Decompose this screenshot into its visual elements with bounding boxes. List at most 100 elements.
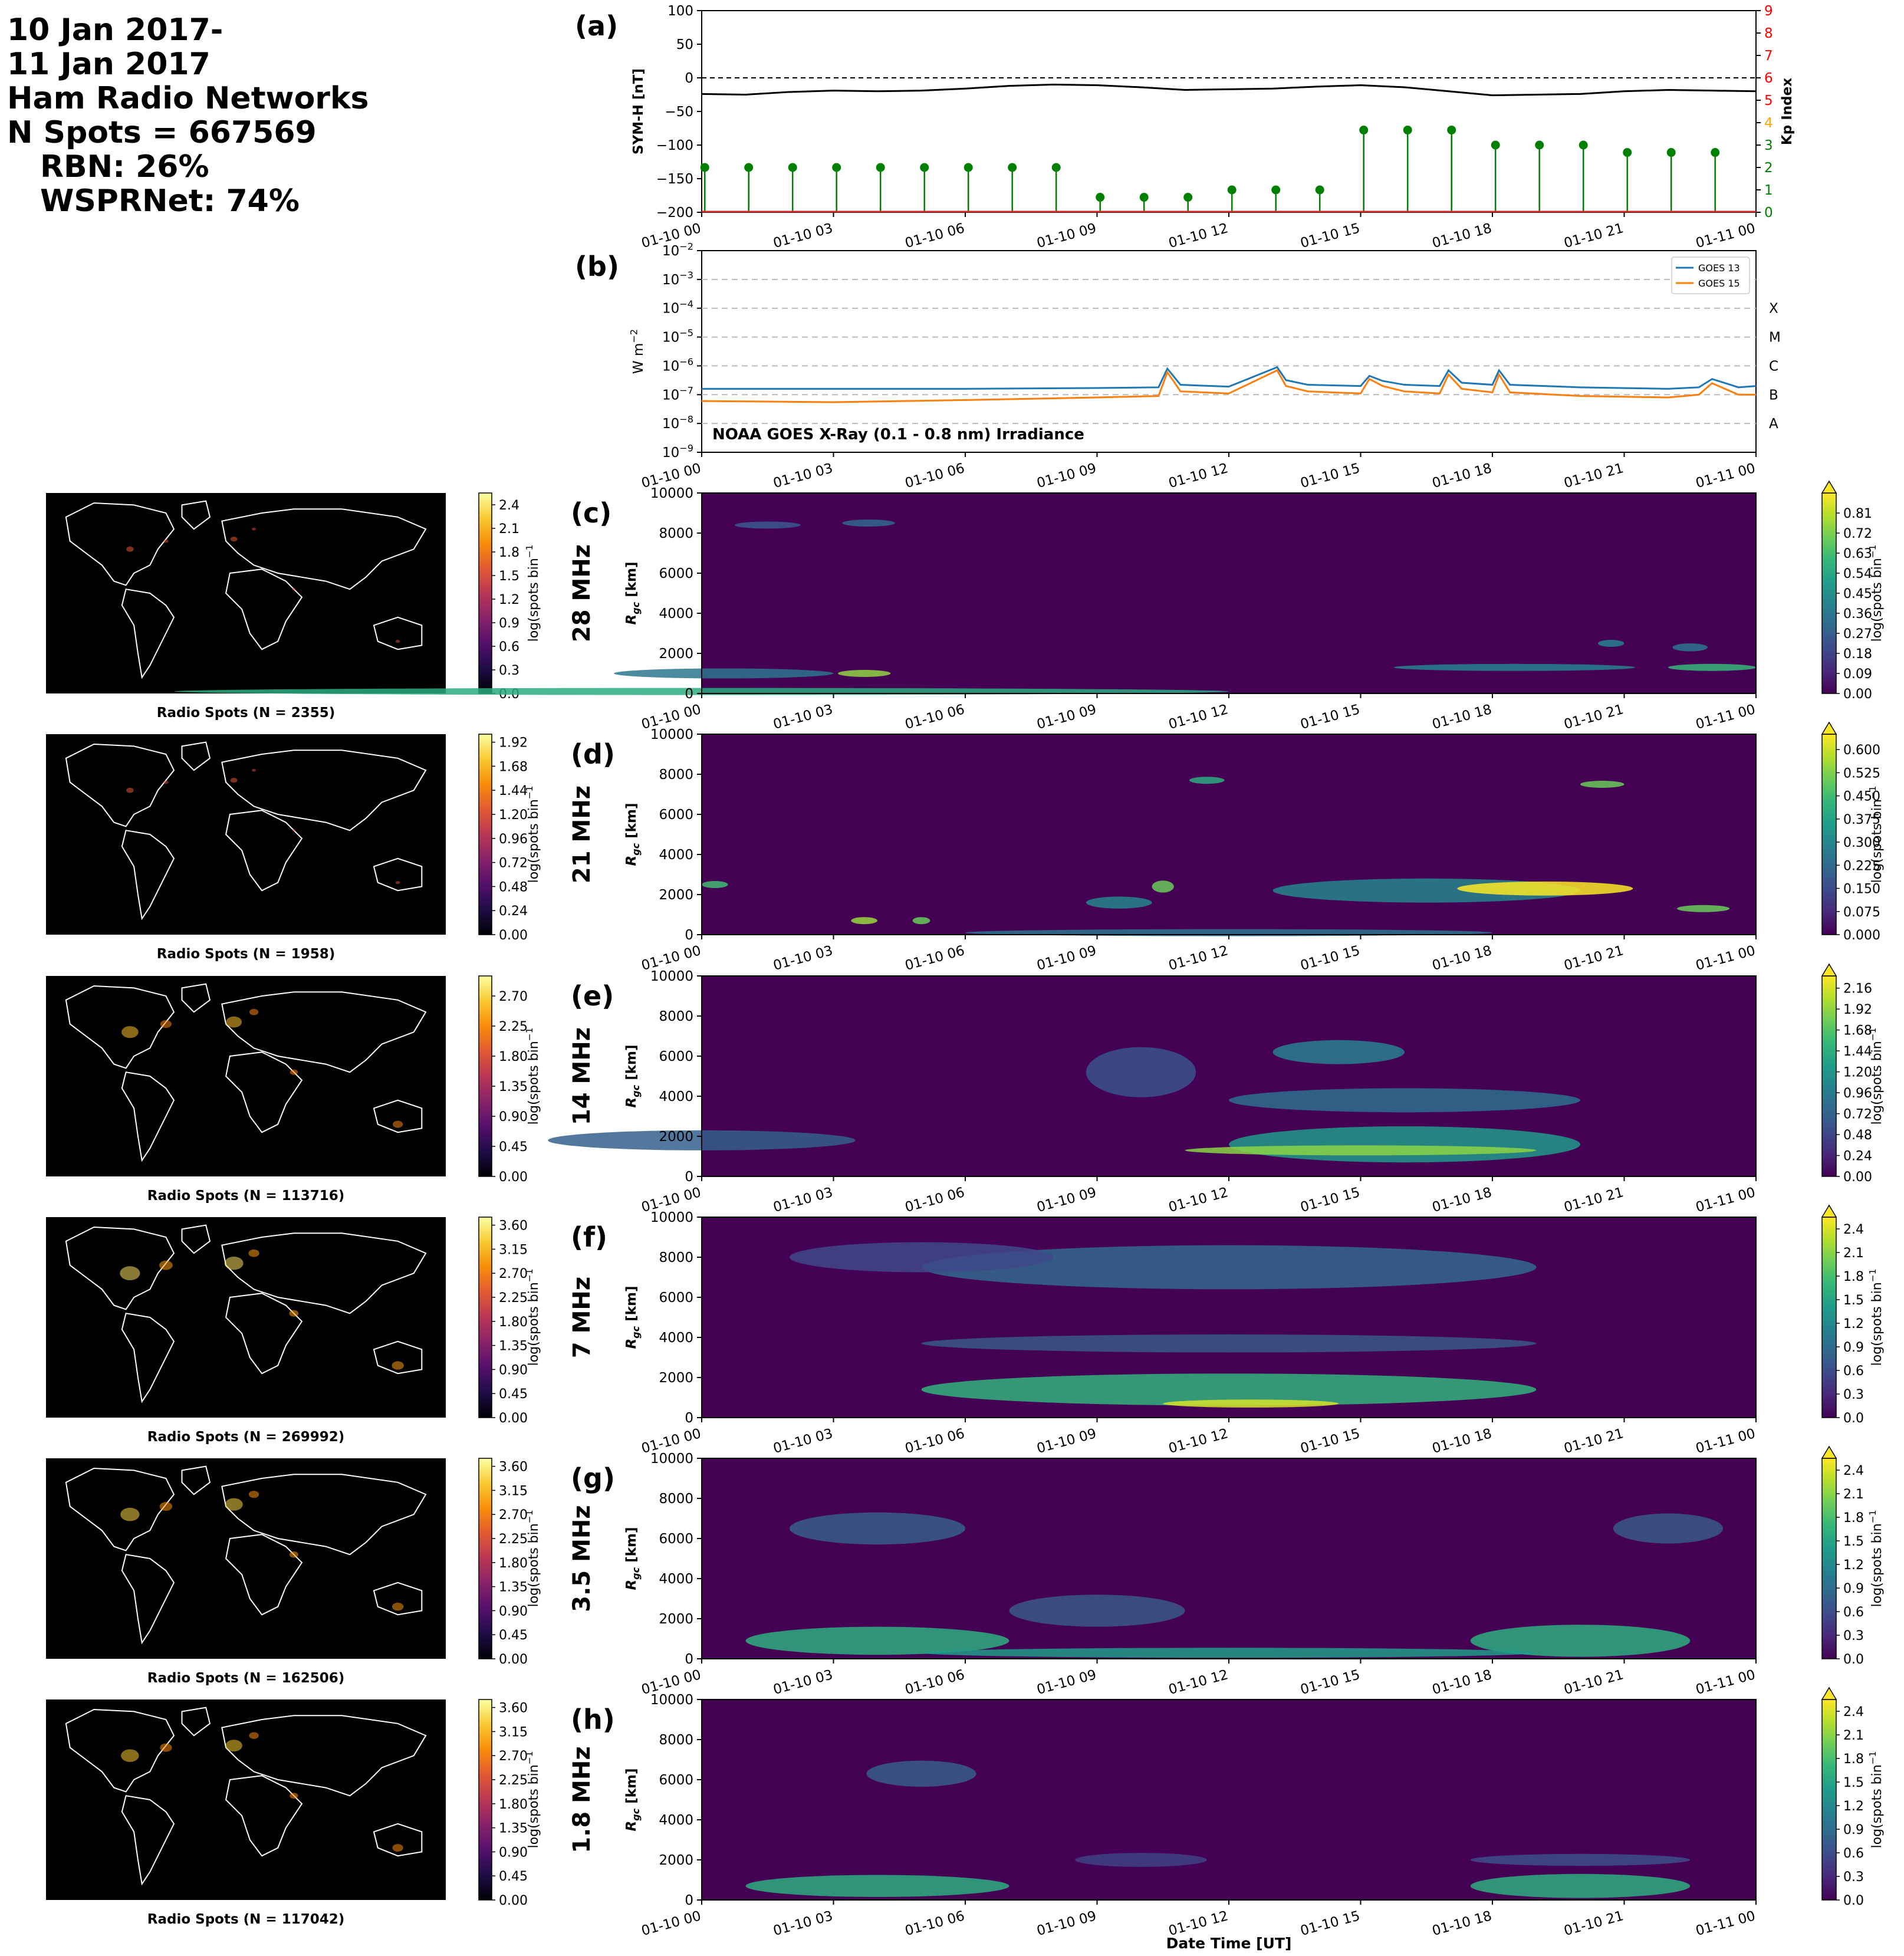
panel-h-xtick-label-0: 01-10 00 (640, 1908, 703, 1939)
kp-marker-3 (832, 163, 841, 172)
header-date-end: 11 Jan 2017 (7, 47, 211, 82)
panel-b-xtick-label-6: 01-10 18 (1431, 461, 1494, 491)
panel-c-map-activity-2 (163, 539, 169, 543)
panel-a-xtick-label-3: 01-10 09 (1035, 221, 1099, 251)
panel-f-xtick-label-2: 01-10 06 (903, 1426, 966, 1457)
panel-f-cbtick-label-6: 1.8 (1843, 1270, 1864, 1284)
panel-e-colorbar-extend (1821, 963, 1837, 977)
panel-e-cbtick-label-3: 0.72 (1843, 1107, 1872, 1122)
panel-c-rti-blob-8 (1597, 640, 1625, 647)
panel-d-rti-blob-0 (702, 881, 728, 888)
panel-g-map-activity-2 (159, 1502, 173, 1511)
panel-f-map-activity-0 (120, 1266, 140, 1281)
panel-g-map-colorbar (478, 1458, 492, 1659)
panel-d-colorbar-extend (1821, 721, 1837, 735)
panel-f-coastline-5 (181, 1224, 211, 1254)
panel-h-map-colorbar (478, 1699, 492, 1901)
panel-f-xtick-label-6: 01-10 18 (1431, 1426, 1494, 1457)
header-rbn-share: RBN: 26% (40, 149, 209, 185)
panel-g-map-cbtick-label-4: 1.80 (499, 1556, 528, 1571)
panel-a-label: (a) (575, 10, 618, 42)
panel-g-xtick-label-4: 01-10 12 (1167, 1667, 1230, 1698)
panel-c-cbtick-label-3: 0.27 (1843, 627, 1872, 642)
panel-b-xtick-label-8: 01-11 00 (1694, 461, 1757, 491)
panel-b-frame (701, 250, 1757, 453)
panel-e-coastline-5 (181, 983, 211, 1013)
panel-g-map-title: Radio Spots (N = 162506) (147, 1671, 345, 1686)
panel-e-xtick-label-5: 01-10 15 (1299, 1185, 1362, 1215)
panel-g-map-cbtick-label-3: 1.35 (499, 1580, 528, 1595)
panel-g-rti-blob-4 (1613, 1513, 1724, 1544)
panel-f-map-activity-3 (248, 1249, 259, 1257)
panel-c-ylabel: Rgc [km] (624, 562, 642, 625)
panel-g-map-cbtick-label-5: 2.25 (499, 1532, 528, 1547)
kp-ytick-label-1: 1 (1764, 183, 1773, 198)
panel-h-band-label: 1.8 MHz (568, 1746, 596, 1853)
panel-f-ytick-label-1: 2000 (659, 1370, 693, 1386)
panel-e-coastline-3 (225, 1051, 303, 1133)
panel-c-map-cbtick-label-7: 2.1 (499, 522, 519, 537)
panel-h-rti-blob-0 (745, 1875, 1009, 1897)
panel-e-cblabel: log(spots bin−1 (1867, 1028, 1885, 1125)
panel-d-map-activity-0 (126, 787, 134, 793)
panel-d-rti-blob-1 (851, 917, 877, 925)
panel-e-xtick-label-1: 01-10 03 (772, 1185, 835, 1215)
panel-h-map-activity-3 (249, 1732, 259, 1739)
panel-f-rti-blob-4 (790, 1242, 1053, 1273)
panel-h-ytick-label-5: 10000 (650, 1692, 693, 1708)
panel-e-rti-blob-3 (1185, 1145, 1537, 1156)
panel-g-xtick-label-8: 01-11 00 (1694, 1667, 1757, 1698)
panel-e-map-cbtick-label-1: 0.45 (499, 1140, 528, 1155)
panel-g-map-activity-4 (392, 1602, 404, 1611)
kp-marker-21 (1623, 148, 1632, 157)
panel-g-map-cbtick-label-2: 0.90 (499, 1604, 528, 1619)
panel-d-rti-blob-5 (1189, 777, 1225, 784)
panel-a-xtick-label-1: 01-10 03 (772, 221, 835, 251)
panel-g-coastline-0 (65, 1467, 175, 1551)
panel-f-map-cbtick-label-0: 0.00 (499, 1411, 528, 1426)
panel-c-map-activity-3 (252, 527, 256, 531)
panel-c-ytick-label-0: 0 (685, 686, 693, 702)
panel-f-cbtick-label-4: 1.2 (1843, 1317, 1864, 1332)
panel-e-cbtick-label-0: 0.00 (1843, 1170, 1872, 1185)
panel-c-map-cbtick-label-3: 0.9 (499, 616, 519, 631)
panel-c-ytick-label-2: 4000 (659, 606, 693, 622)
flare-class-X: X (1769, 301, 1778, 317)
goes-series-1 (702, 366, 1757, 390)
panel-b-ytick-label-4: 10−5 (662, 327, 693, 346)
panel-g-coastline-3 (225, 1534, 303, 1616)
panel-f-xtick-label-7: 01-10 21 (1563, 1426, 1626, 1457)
panel-h-xtick-label-7: 01-10 21 (1563, 1908, 1626, 1939)
panel-g-coastline-2 (221, 1474, 427, 1556)
panel-d-rti-bg (702, 734, 1756, 935)
panel-e-cbtick-label-9: 2.16 (1843, 982, 1872, 997)
panel-a-xtick-label-7: 01-10 21 (1563, 221, 1626, 251)
panel-a-ylabel-right: Kp Index (1780, 78, 1795, 145)
panel-a-ytick-label-6: −200 (656, 205, 693, 221)
panel-e-map-activity-3 (249, 1008, 259, 1015)
panel-c-cbtick-label-6: 0.54 (1843, 567, 1872, 581)
panel-f-coastline-2 (221, 1232, 427, 1314)
panel-f-rti-blob-1 (921, 1245, 1537, 1290)
kp-marker-12 (1227, 185, 1237, 195)
panel-a-xtick-label-6: 01-10 18 (1431, 221, 1494, 251)
panel-c-cbtick-label-7: 0.63 (1843, 547, 1872, 561)
panel-d-coastline-3 (225, 810, 303, 892)
panel-d-xtick-label-8: 01-11 00 (1694, 943, 1757, 974)
kp-marker-23 (1711, 148, 1720, 157)
kp-marker-11 (1183, 193, 1193, 202)
panel-h-xtick-label-8: 01-11 00 (1694, 1908, 1757, 1939)
panel-c-map-cbtick-label-8: 2.4 (499, 498, 519, 513)
panel-e-ytick-label-4: 8000 (659, 1009, 693, 1024)
panel-d-map-cbtick-label-7: 1.68 (499, 760, 528, 774)
kp-marker-14 (1315, 185, 1324, 195)
kp-marker-9 (1096, 193, 1105, 202)
panel-d-rti-blob-10 (1676, 905, 1730, 912)
panel-b-ytick-label-3: 10−6 (662, 356, 693, 374)
panel-d-rti-blob-4 (1152, 880, 1174, 893)
panel-e-map-cbtick-label-4: 1.80 (499, 1050, 528, 1064)
panel-g-cbtick-label-6: 1.8 (1843, 1511, 1864, 1526)
panel-h-cbtick-label-0: 0.0 (1843, 1893, 1864, 1908)
panel-h-map-cbtick-label-0: 0.00 (499, 1893, 528, 1908)
panel-d-ytick-label-5: 10000 (650, 727, 693, 742)
